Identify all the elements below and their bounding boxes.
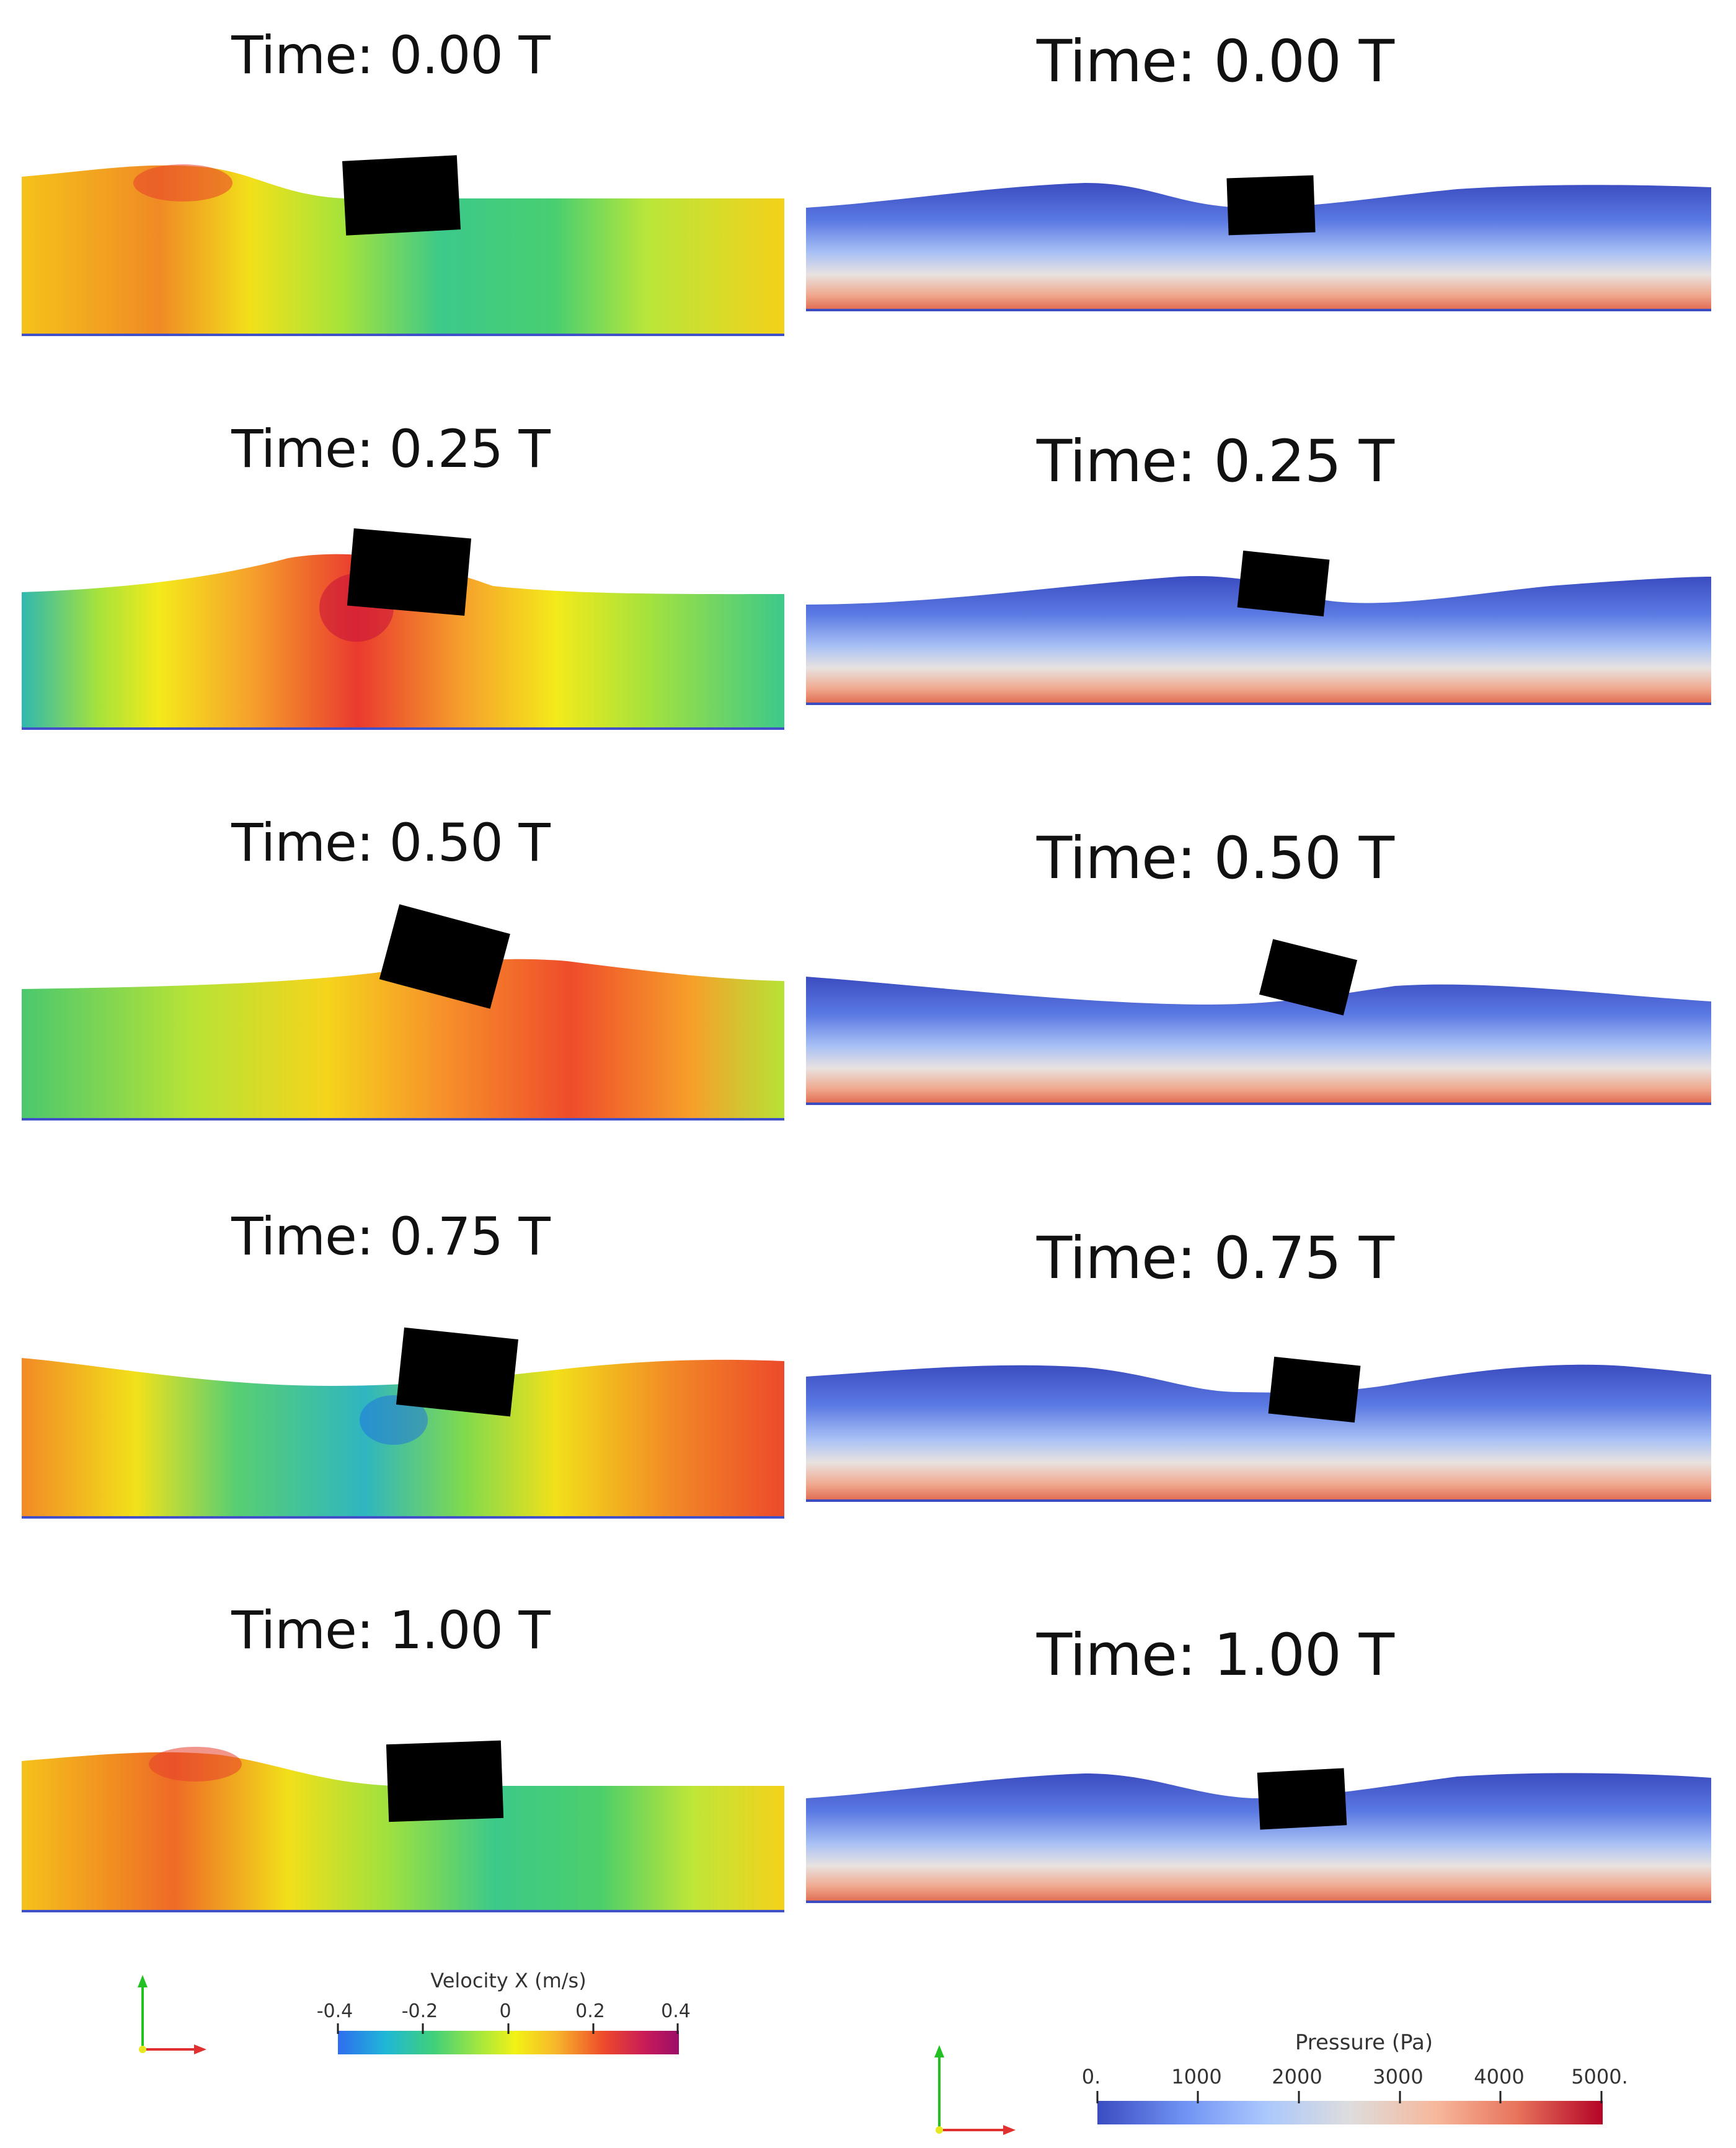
velocity-tick-label-1: -0.2 (402, 2000, 438, 2022)
pressure-time-label-4: Time: 1.00 T (1036, 1622, 1394, 1689)
pressure-fluid (806, 1364, 1711, 1501)
velocity-fluid (22, 554, 784, 729)
pressure-colorbar-title: Pressure (Pa) (1295, 2030, 1433, 2055)
velocity-time-label-0: Time: 0.00 T (231, 25, 551, 86)
floating-block (1259, 939, 1358, 1016)
floating-block (1268, 1356, 1361, 1423)
floating-block (1237, 550, 1330, 617)
velocity-fluid (22, 1752, 784, 1911)
pressure-tick-label-4: 4000 (1474, 2065, 1524, 2088)
pressure-time-label-0: Time: 0.00 T (1036, 28, 1394, 95)
velocity-tick-label-3: 0.2 (575, 2000, 605, 2022)
velocity-time-label-4: Time: 1.00 T (231, 1600, 551, 1661)
pressure-fluid (806, 183, 1711, 310)
pressure-tick-label-5: 5000. (1571, 2065, 1628, 2088)
axes-triad-right (934, 2045, 1016, 2135)
pressure-fluid (806, 1773, 1711, 1902)
axes-triad-left (138, 1975, 206, 2054)
pressure-time-label-3: Time: 0.75 T (1036, 1225, 1394, 1292)
velocity-time-label-1: Time: 0.25 T (231, 419, 551, 479)
floating-block (396, 1327, 518, 1417)
floating-block (1226, 175, 1316, 236)
pressure-time-label-1: Time: 0.25 T (1036, 428, 1394, 495)
pressure-panel-4 (806, 1768, 1711, 1903)
pressure-fluid (806, 977, 1711, 1104)
velocity-tick-label-2: 0 (499, 2000, 511, 2022)
velocity-panel-3 (22, 1327, 784, 1519)
velocity-tick-label-0: -0.4 (317, 2000, 353, 2022)
velocity-time-label-2: Time: 0.50 T (231, 812, 551, 873)
velocity-colorbar-gradient (338, 2031, 679, 2054)
velocity-fluid (22, 959, 784, 1119)
velocity-panel-1 (22, 528, 784, 730)
velocity-colorbar: Velocity X (m/s) -0.4 -0.2 0 0.2 0.4 (317, 1969, 691, 2054)
pressure-panel-2 (806, 939, 1711, 1105)
pressure-panel-3 (806, 1356, 1711, 1502)
velocity-panel-4 (22, 1740, 784, 1912)
velocity-tick-label-4: 0.4 (661, 2000, 691, 2022)
pressure-fluid (806, 576, 1711, 704)
pressure-tick-label-3: 3000 (1373, 2065, 1423, 2088)
velocity-colorbar-title: Velocity X (m/s) (430, 1969, 586, 1992)
floating-block (379, 904, 510, 1009)
pressure-time-label-2: Time: 0.50 T (1036, 825, 1394, 892)
pressure-colorbar-gradient (1097, 2101, 1603, 2124)
floating-block (386, 1740, 504, 1822)
velocity-panel-2 (22, 904, 784, 1121)
pressure-tick-label-2: 2000 (1272, 2065, 1322, 2088)
velocity-panel-0 (22, 155, 784, 336)
floating-block (342, 155, 461, 236)
pressure-tick-label-0: 0. (1082, 2065, 1101, 2088)
velocity-time-label-3: Time: 0.75 T (231, 1206, 551, 1267)
pressure-panel-1 (806, 550, 1711, 705)
pressure-panel-0 (806, 175, 1711, 311)
velocity-fluid (22, 165, 784, 335)
floating-block (347, 528, 472, 616)
floating-block (1257, 1768, 1347, 1830)
pressure-tick-label-1: 1000 (1171, 2065, 1221, 2088)
pressure-colorbar: Pressure (Pa) 0. 1000 2000 3000 4000 500… (1082, 2030, 1628, 2124)
